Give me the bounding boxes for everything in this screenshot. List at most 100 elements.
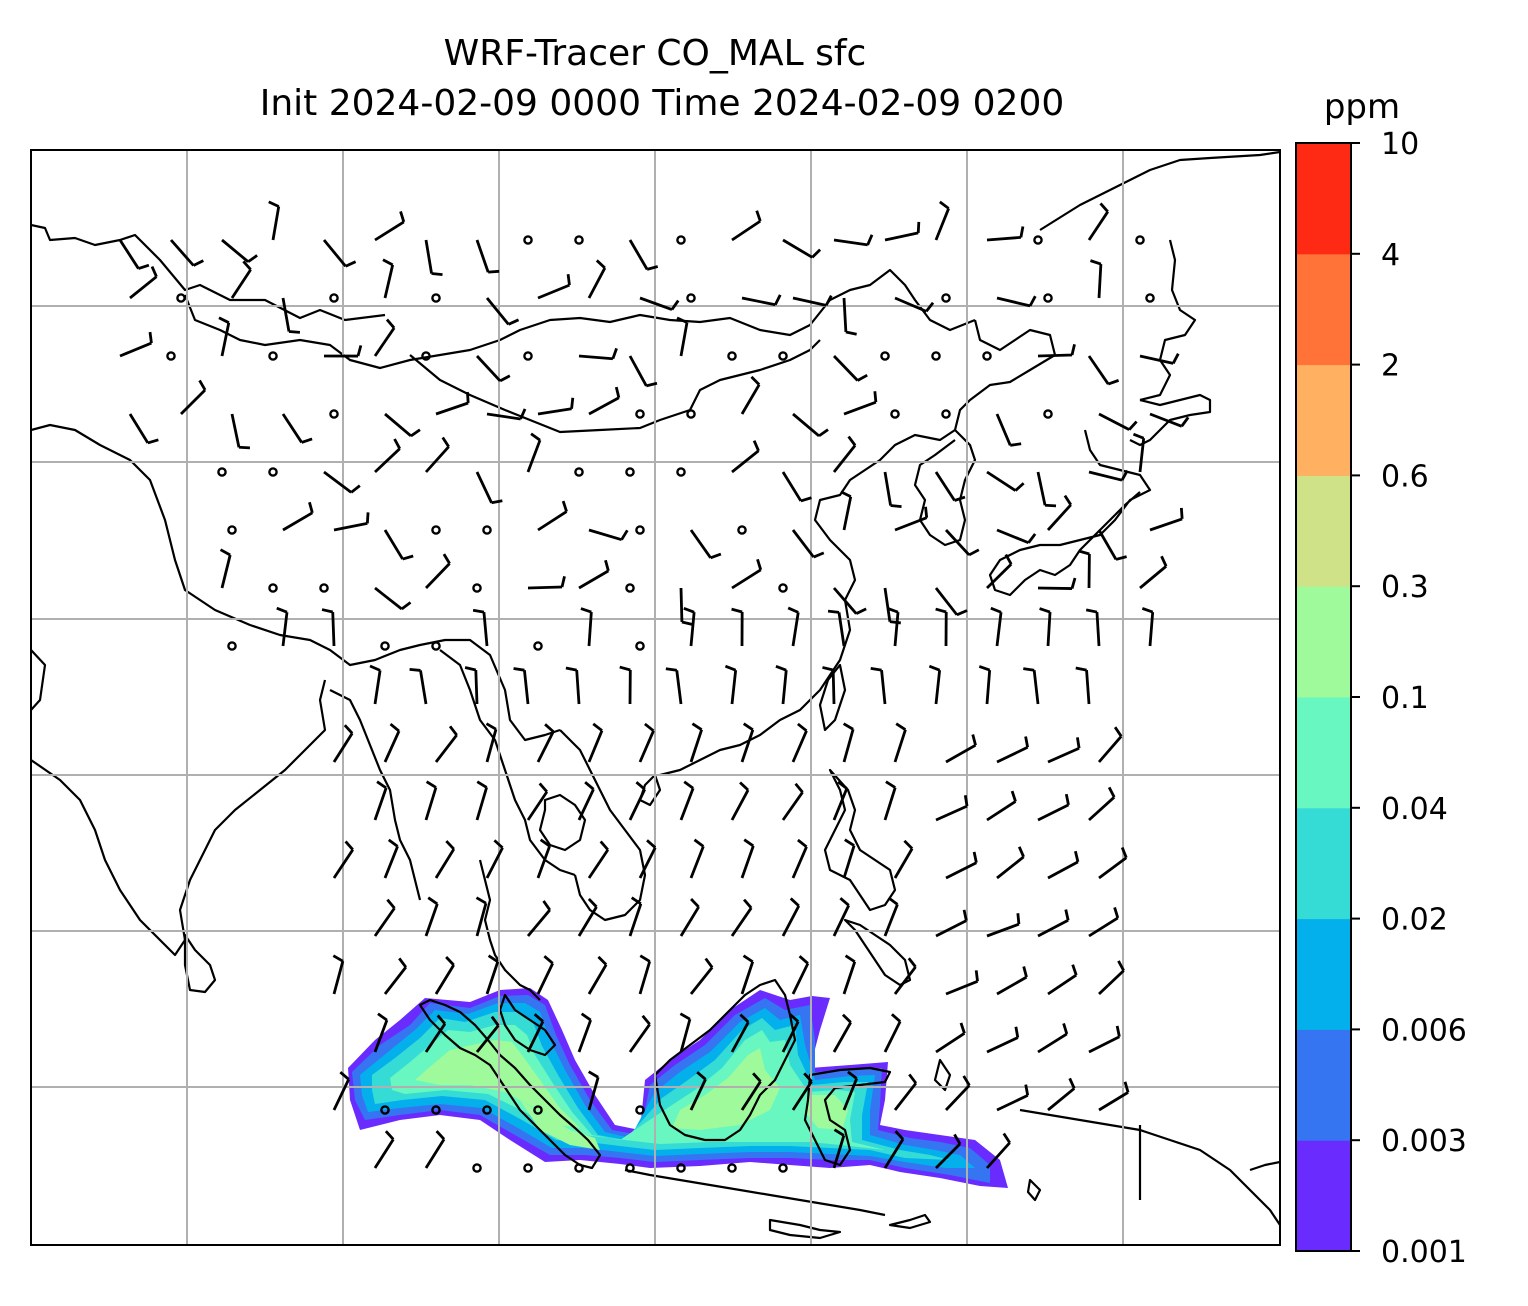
wind-barb (628, 355, 658, 388)
wind-barb (619, 665, 632, 705)
wind-barb (1037, 343, 1076, 358)
wind-barb (990, 606, 1003, 647)
wind-barb (731, 558, 763, 590)
wind-barb (986, 226, 1025, 242)
wind-barb-calm (635, 1105, 645, 1115)
wind-barb (1047, 737, 1081, 764)
colorbar-segment (1296, 1140, 1351, 1252)
wind-barb (893, 1073, 918, 1111)
wind-barb-calm (431, 1105, 441, 1115)
wind-barb (638, 839, 657, 879)
wind-barb (373, 780, 388, 821)
wind-barb (893, 839, 914, 879)
wind-barb (537, 500, 568, 532)
wind-barb (731, 440, 760, 474)
wind-barb (1088, 1025, 1121, 1054)
wind-barb (1047, 964, 1078, 996)
coastline (1129, 393, 1212, 447)
wind-barb (628, 239, 659, 271)
plume-contour (462, 1050, 848, 1130)
wind-barb-calm (676, 467, 686, 477)
wind-barb-calm (431, 641, 441, 651)
wind-barb-calm (523, 1163, 533, 1173)
wind-barb (996, 295, 1037, 308)
wind-barb-calm (227, 525, 237, 535)
wind-barb-calm (727, 1163, 737, 1173)
wind-barb (1097, 726, 1123, 763)
wind-barb (180, 379, 207, 415)
wind-barb (588, 528, 629, 542)
coastline (538, 793, 587, 852)
wind-barb (1139, 555, 1168, 590)
colorbar-tick-label: 10 (1381, 127, 1419, 162)
coastline (409, 339, 821, 434)
wind-barb-calm (1145, 293, 1155, 303)
coastline (183, 933, 217, 994)
wind-barb-calm (380, 641, 390, 651)
wind-barb (628, 896, 643, 937)
wind-barb-calm (482, 525, 492, 535)
wind-barb (230, 413, 251, 450)
wind-barb-calm (941, 293, 951, 303)
wind-barb (935, 1133, 962, 1169)
colorbar-tick-label: 0.1 (1381, 681, 1429, 716)
wind-barb (638, 954, 652, 995)
wind-barb-calm (778, 583, 788, 593)
wind-barb (1098, 1081, 1130, 1112)
wind-barb (464, 666, 479, 705)
wind-barb (945, 851, 978, 880)
colorbar-tick-label: 0.001 (1381, 1235, 1467, 1270)
colorbar-tick-label: 0.3 (1381, 570, 1429, 605)
wind-barb (424, 1014, 447, 1053)
wind-barb (1098, 960, 1125, 996)
wind-barb-calm (676, 235, 686, 245)
wind-barb (1097, 529, 1127, 561)
wind-barb (373, 1130, 395, 1169)
wind-barb (1087, 355, 1120, 386)
wind-barb (628, 1014, 651, 1053)
wind-barb-calm (635, 641, 645, 651)
wind-barb (842, 838, 856, 879)
wind-barb (883, 896, 899, 937)
wind-barb (1085, 608, 1101, 647)
wind-barb (282, 501, 314, 532)
coastline (638, 773, 662, 807)
wind-barb (676, 316, 689, 357)
wind-barb (781, 471, 812, 503)
wind-barb (935, 795, 969, 822)
wind-barb-calm (890, 409, 900, 419)
wind-barb (383, 838, 399, 879)
wind-barb (928, 664, 942, 705)
wind-barb (577, 781, 595, 821)
wind-barb (730, 781, 750, 821)
wind-barb (781, 897, 801, 937)
wind-barb (893, 957, 917, 995)
wind-barb (475, 355, 511, 383)
wind-barb (472, 608, 489, 647)
coastline (653, 978, 797, 1142)
wind-barb (679, 587, 693, 626)
wind-barb (485, 954, 500, 995)
wind-barb-calm (421, 351, 431, 361)
wind-barb (843, 391, 878, 416)
wind-barb (434, 956, 455, 995)
wind-barb (1023, 667, 1040, 705)
wind-barb (996, 528, 1037, 545)
wind-barb (230, 260, 252, 299)
wind-barb-calm (574, 467, 584, 477)
wind-barb (883, 1130, 905, 1169)
wind-barb (374, 586, 412, 611)
wind-barb (475, 896, 488, 937)
wind-barb (424, 436, 450, 473)
wind-barb (996, 966, 1028, 996)
map-area (31, 150, 1280, 1245)
wind-barb (985, 1132, 1011, 1169)
wind-barb (781, 1013, 800, 1053)
wind-barb (884, 221, 921, 242)
wind-barb (369, 664, 382, 705)
wind-barb-calm (217, 467, 227, 477)
wind-barb (321, 608, 336, 647)
wind-barb (986, 913, 1021, 938)
coastline (933, 1058, 952, 1092)
wind-barb (791, 722, 808, 763)
